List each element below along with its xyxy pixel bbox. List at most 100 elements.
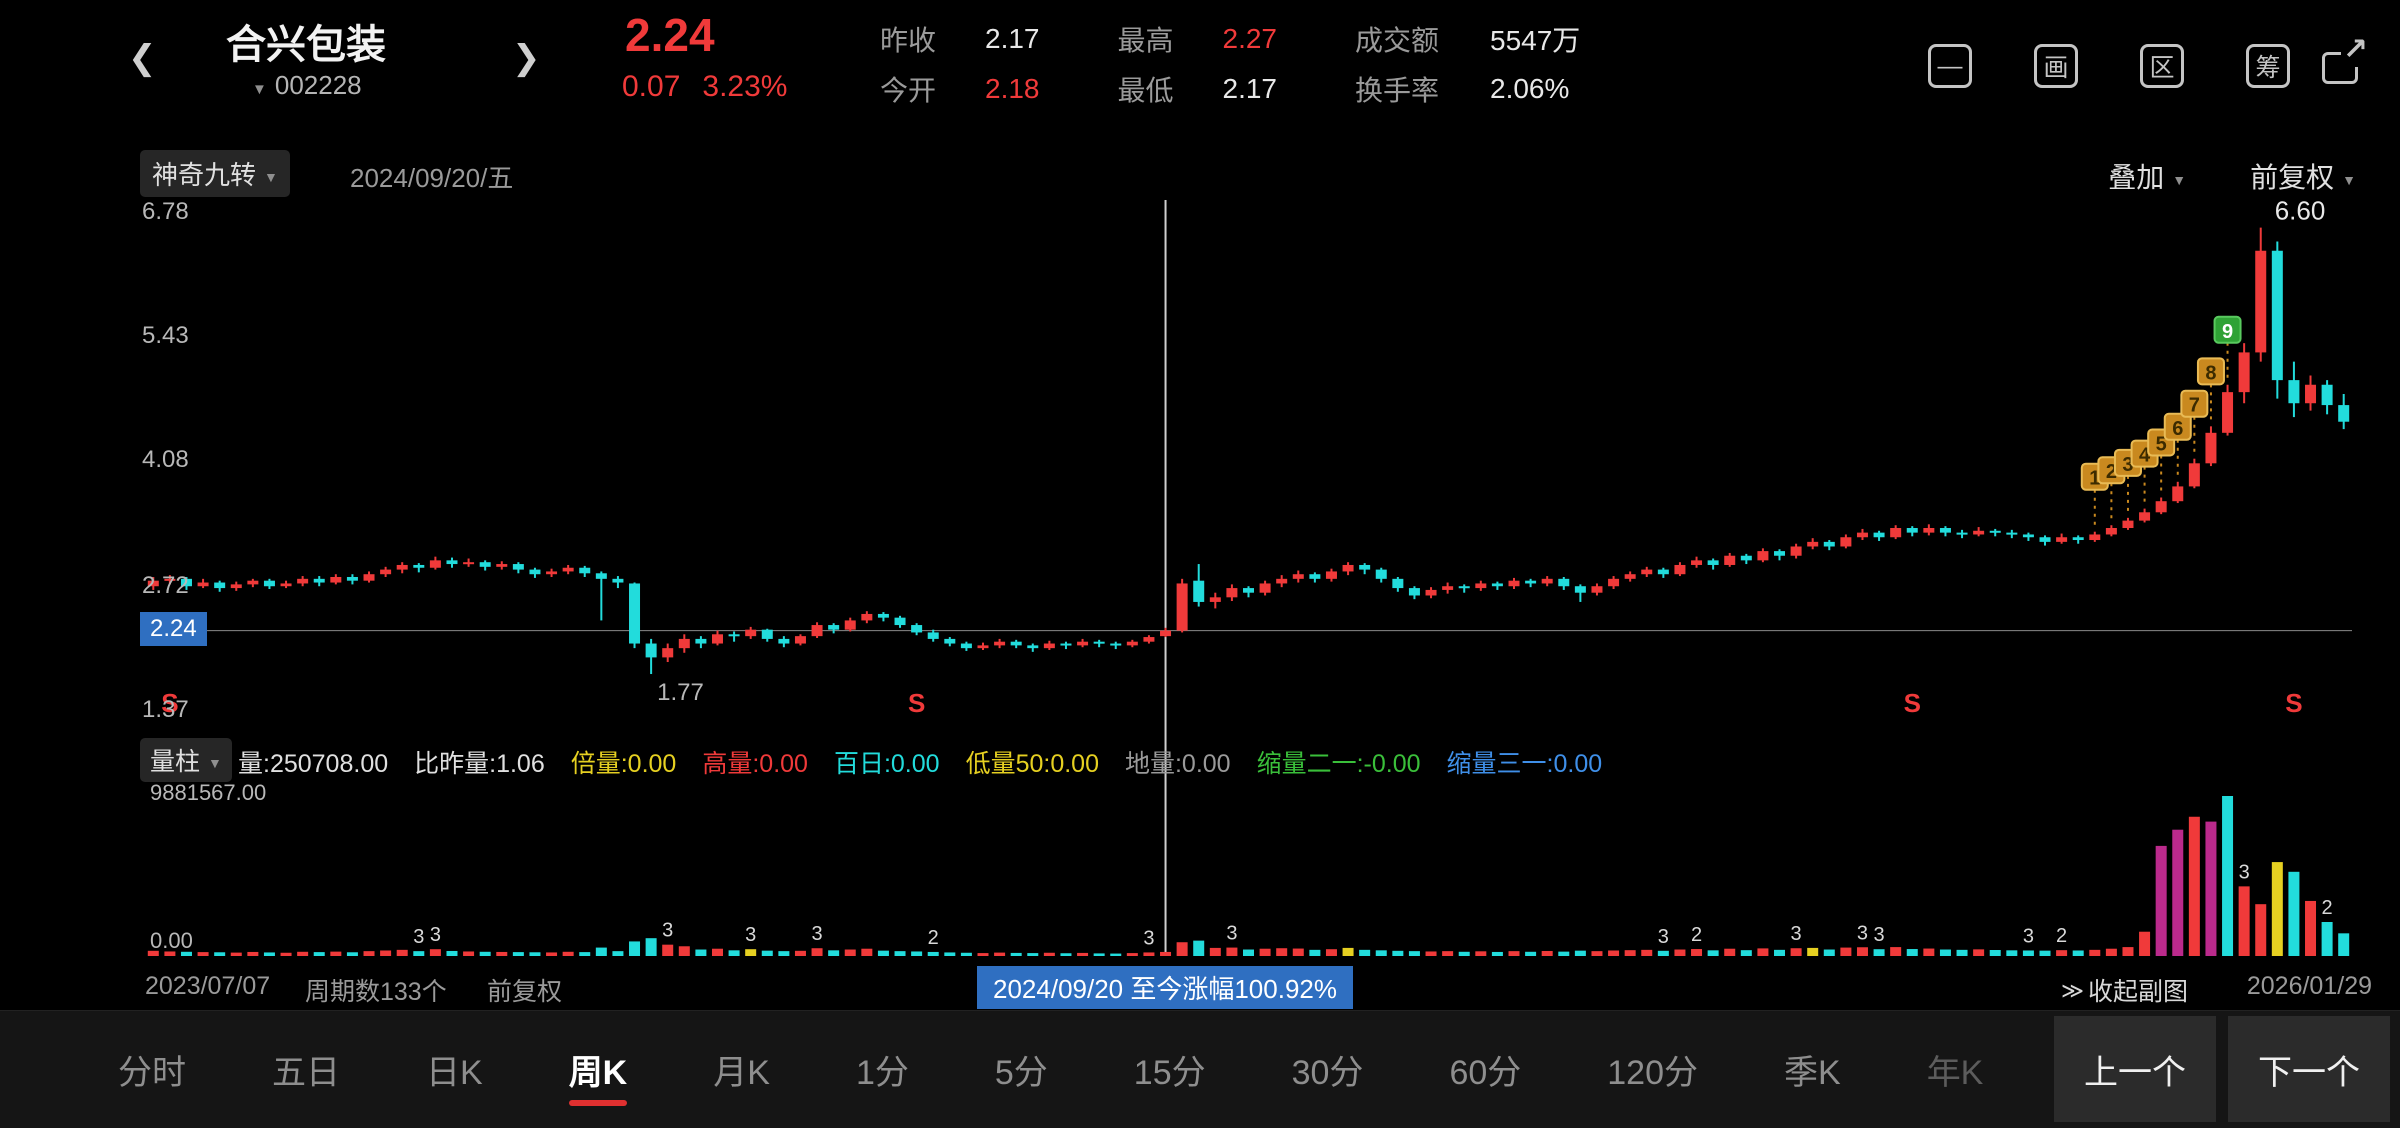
- tab-120分[interactable]: 120分: [1607, 1054, 1698, 1092]
- tab-60分[interactable]: 60分: [1449, 1054, 1522, 1092]
- tab-月K[interactable]: 月K: [713, 1054, 770, 1092]
- vol-stat-比昨量: 比昨量:1.06: [414, 750, 545, 778]
- vol-stat-缩量三一: 缩量三一:0.00: [1446, 750, 1603, 778]
- quote-label: 今开: [880, 75, 937, 106]
- chevron-down-icon: [200, 746, 222, 775]
- vol-stat-高量: 高量:0.00: [702, 750, 808, 778]
- indicator-label: 神奇九转: [152, 160, 257, 190]
- volume-stats-row: 量:250708.00 比昨量:1.06 倍量:0.00 高量:0.00 百日:0.00…: [238, 744, 1602, 780]
- tab-周K[interactable]: 周K: [569, 1011, 628, 1128]
- svg-text:1: 1: [2089, 468, 2100, 490]
- svg-text:3: 3: [430, 924, 441, 946]
- y-axis-label: 4.08: [142, 446, 189, 473]
- crosshair-date: 2024/09/20/五: [350, 163, 514, 193]
- svg-text:3: 3: [1857, 922, 1868, 944]
- quote-昨收: 昨收 2.17: [880, 19, 1040, 59]
- y-axis-label: 1.37: [142, 696, 189, 723]
- change-value: 0.07: [622, 70, 681, 103]
- svg-text:3: 3: [413, 926, 424, 948]
- quote-value: 2.06%: [1490, 73, 1570, 104]
- next-stock-chevron-icon[interactable]: ❯: [512, 39, 541, 77]
- quote-value: 2.18: [985, 73, 1040, 104]
- svg-text:3: 3: [2239, 861, 2250, 883]
- svg-text:2: 2: [2106, 461, 2117, 483]
- tab-日K[interactable]: 日K: [426, 1054, 483, 1092]
- overlay-label: 叠加: [2108, 162, 2165, 193]
- stock-title: 合兴包装: [226, 23, 386, 67]
- share-box-shape: [2322, 52, 2358, 84]
- collapse-label: 收起副图: [2087, 978, 2188, 1006]
- quote-label: 昨收: [880, 25, 937, 56]
- change-percent: 3.23%: [702, 70, 788, 103]
- quote-label: 最高: [1117, 25, 1174, 56]
- draw-tool-icon[interactable]: 画: [2034, 44, 2078, 88]
- collapse-chevron-icon: [2061, 976, 2088, 1005]
- svg-text:S: S: [161, 688, 178, 718]
- share-icon[interactable]: ↗: [2318, 32, 2370, 88]
- y-axis-label: 6.78: [142, 198, 189, 225]
- tab-季K[interactable]: 季K: [1784, 1054, 1841, 1092]
- adjust-button[interactable]: 前复权: [2250, 156, 2356, 196]
- indicator-selector[interactable]: 神奇九转: [140, 150, 290, 197]
- current-price: 2.24: [625, 9, 715, 61]
- chevron-down-icon: [2164, 160, 2186, 192]
- svg-text:9: 9: [2222, 321, 2233, 343]
- svg-text:8: 8: [2205, 362, 2216, 384]
- minus-box-icon[interactable]: —: [1928, 44, 1972, 88]
- vol-stat-地量: 地量:0.00: [1124, 750, 1231, 778]
- collapse-subchart-button[interactable]: 收起副图: [2061, 972, 2188, 1008]
- quote-label: 成交额: [1355, 25, 1440, 56]
- next-stock-button[interactable]: 下一个: [2228, 1016, 2390, 1122]
- volume-indicator-label: 量柱: [150, 748, 201, 776]
- quote-今开: 今开 2.18: [880, 69, 1040, 109]
- range-start-date: 2023/07/07: [145, 972, 271, 1000]
- chips-icon[interactable]: 筹: [2246, 44, 2290, 88]
- svg-text:3: 3: [1874, 924, 1885, 946]
- prev-stock-chevron-icon[interactable]: ❮: [128, 39, 157, 77]
- svg-text:6.60: 6.60: [2275, 196, 2326, 226]
- nav-buttons: 上一个 下一个: [2054, 1016, 2390, 1122]
- volume-axis-max-label: 9881567.00: [150, 780, 267, 805]
- svg-text:3: 3: [811, 923, 822, 945]
- svg-text:2: 2: [1691, 924, 1702, 946]
- vol-stat-缩量二一: 缩量二一:-0.00: [1256, 750, 1421, 778]
- header-icons: — 画 区 筹: [1928, 44, 2290, 88]
- range-end-date: 2026/01/29: [2246, 972, 2372, 1000]
- region-stats-icon[interactable]: 区: [2140, 44, 2184, 88]
- tab-1分[interactable]: 1分: [855, 1054, 909, 1092]
- tab-5分[interactable]: 5分: [994, 1054, 1048, 1092]
- svg-text:3: 3: [1791, 923, 1802, 945]
- tab-五日[interactable]: 五日: [272, 1054, 340, 1092]
- quote-换手率: 换手率 2.06%: [1355, 69, 1580, 109]
- period-count: 周期数133个: [305, 978, 447, 1006]
- stock-code: 002228: [274, 70, 362, 100]
- range-gain-chip: 2024/09/20 至今涨幅100.92%: [977, 966, 1353, 1009]
- quote-value: 2.17: [985, 23, 1040, 54]
- period-tab-bar: 分时 五日 日K 周K 月K 1分 5分 15分 30分 60分 120分 季K 年K: [0, 1010, 2400, 1128]
- svg-text:7: 7: [2189, 395, 2200, 417]
- svg-text:3: 3: [1143, 927, 1154, 949]
- svg-text:2: 2: [2322, 897, 2333, 919]
- y-axis-label: 2.72: [142, 572, 189, 599]
- quote-最低: 最低 2.17: [1118, 69, 1278, 109]
- svg-text:3: 3: [745, 924, 756, 946]
- volume-indicator-selector[interactable]: 量柱: [140, 738, 232, 782]
- overlay-button[interactable]: 叠加: [2108, 156, 2186, 196]
- dropdown-triangle-icon: [252, 70, 275, 101]
- tab-年K[interactable]: 年K: [1926, 1054, 1984, 1092]
- svg-text:3: 3: [1658, 926, 1669, 948]
- tab-分时[interactable]: 分时: [118, 1054, 186, 1092]
- tab-30分[interactable]: 30分: [1291, 1054, 1364, 1092]
- vol-stat-倍量: 倍量:0.00: [570, 750, 677, 778]
- quote-grid: 昨收 2.17 今开 2.18 最高 2.27 最低 2.17 成交额 5547万 换手率 2.06%: [880, 14, 1580, 114]
- tab-15分[interactable]: 15分: [1133, 1054, 1206, 1092]
- chart-settings: 叠加 前复权: [2108, 156, 2356, 196]
- chevron-down-icon: [256, 158, 278, 189]
- share-arrow-shape: ↗: [2340, 32, 2370, 67]
- previous-stock-button[interactable]: 上一个: [2054, 1016, 2216, 1122]
- stock-code-selector[interactable]: 002228: [252, 70, 362, 101]
- svg-text:S: S: [1904, 688, 1921, 718]
- vol-stat-百日: 百日:0.00: [833, 750, 940, 778]
